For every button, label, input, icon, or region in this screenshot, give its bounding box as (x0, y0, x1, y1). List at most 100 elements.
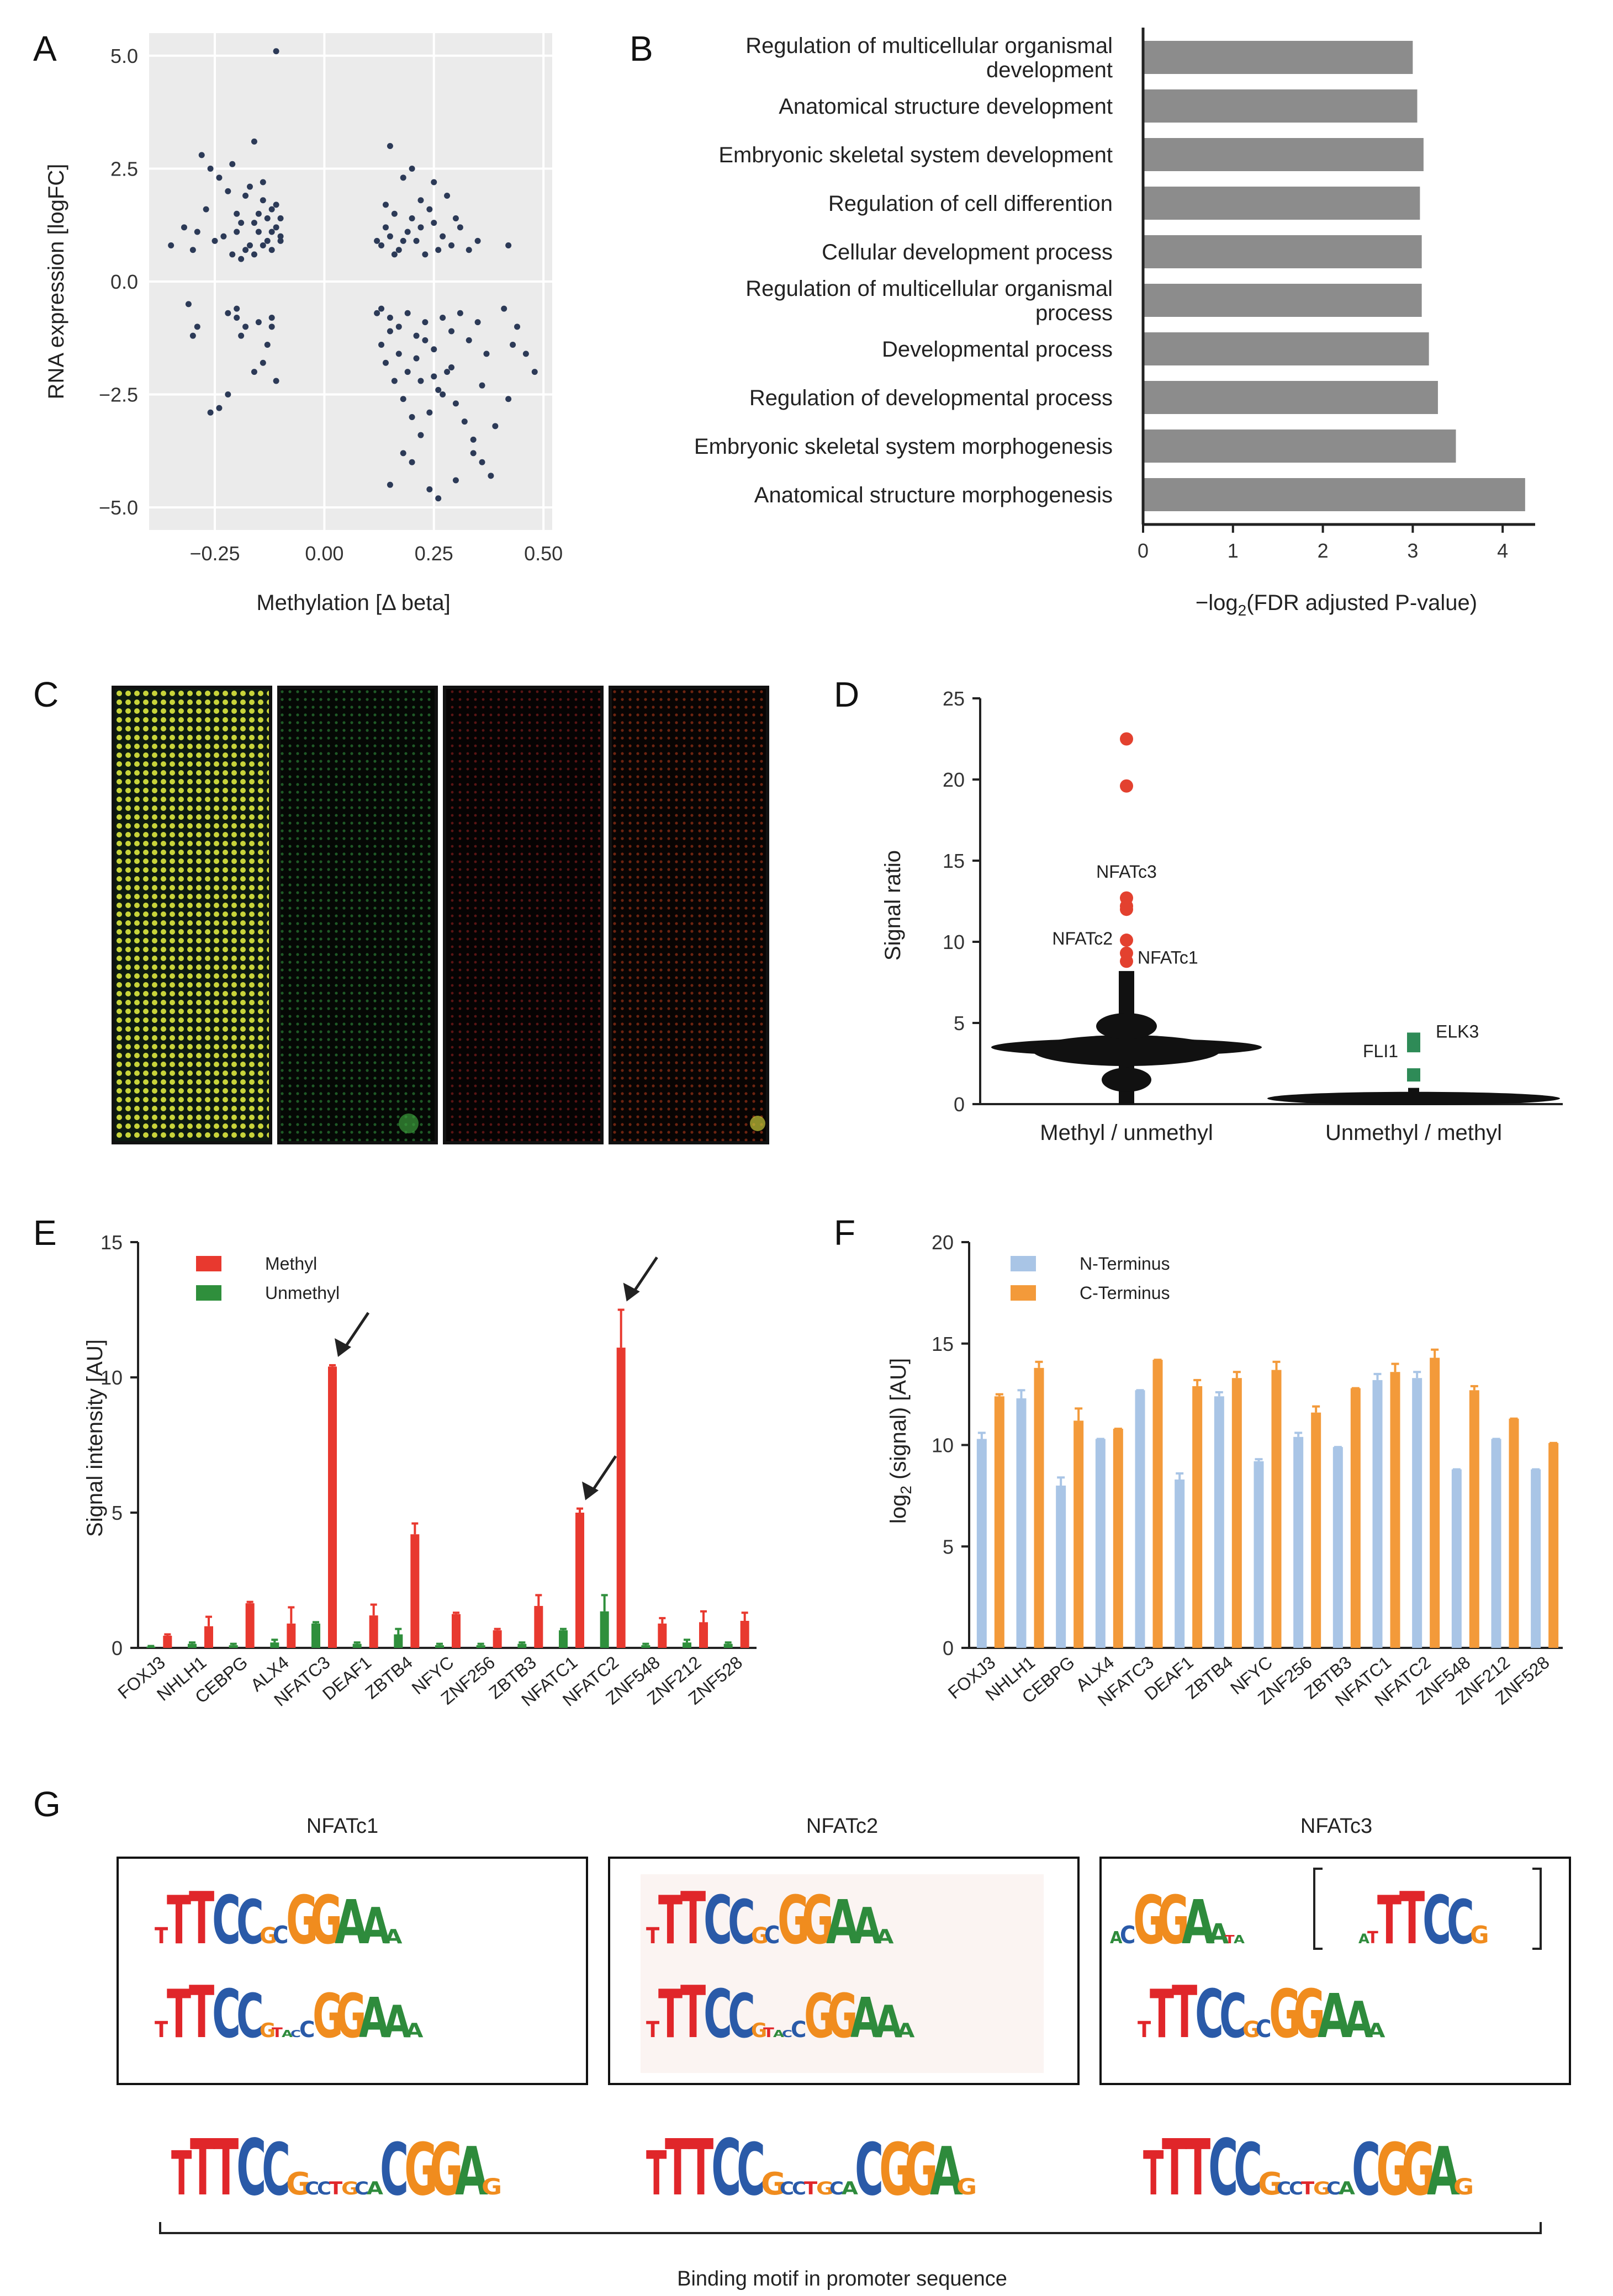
scatter-point (417, 378, 424, 384)
scatter-point (255, 229, 262, 235)
panel-c-microarray-images (112, 686, 769, 1144)
sequence-logo-letter: T (155, 1923, 168, 1949)
panel-e-arrows (335, 1256, 658, 1500)
sequence-logo-letter: G (336, 1981, 367, 2052)
scatter-point (378, 342, 385, 348)
sequence-logo-letter: A (383, 1997, 411, 2048)
sequence-logo-group: TTTCCGCGGAAATTTCCGTACCGGAAATTTCCGCGGAAAT… (155, 1868, 1542, 2213)
bar-n-terminus (1016, 1398, 1027, 1648)
scatter-point (264, 237, 271, 244)
scatter-point (382, 224, 389, 231)
y-tick-label: 15 (943, 850, 965, 872)
outlier-point-red (1120, 779, 1133, 793)
bar (1143, 284, 1422, 317)
sequence-logo-letter: C (1352, 2128, 1381, 2212)
sequence-logo-letter: C (1277, 2178, 1291, 2199)
x-tick-label: 0 (1138, 539, 1149, 562)
scatter-point (488, 473, 494, 479)
panel-a-y-axis-label: RNA expression [logFC] (44, 164, 68, 400)
y-tick-label: 10 (101, 1366, 123, 1389)
scatter-point (409, 165, 415, 172)
pointer-arrow-head (582, 1481, 599, 1500)
scatter-point (238, 256, 245, 262)
sequence-logo-letter: C (1234, 2128, 1262, 2212)
sequence-logo-letter: A (335, 1887, 368, 1958)
legend-label-c-terminus: C-Terminus (1080, 1283, 1170, 1303)
scatter-point (452, 400, 459, 407)
scatter-point (470, 450, 477, 457)
bar-n-terminus (1332, 1447, 1343, 1648)
scatter-point (264, 215, 271, 221)
sequence-logo-letter: T (272, 2025, 283, 2040)
sequence-logo-letter: G (1133, 1882, 1165, 1959)
bar (1143, 478, 1525, 511)
y-tick-label: 5 (943, 1535, 954, 1558)
array-image-overlay-frame (112, 686, 272, 1144)
logo-bracket-right (1532, 1868, 1542, 1950)
bar-unmethyl (394, 1634, 403, 1648)
scatter-point (374, 310, 380, 316)
scatter-point (457, 224, 463, 231)
sequence-logo-letter: G (1269, 1976, 1301, 2053)
scatter-point (378, 305, 385, 312)
panel-d-category-label: Unmethyl / methyl (1325, 1121, 1502, 1145)
sequence-logo-letter: T (680, 1878, 706, 1960)
sequence-logo-letter: A (1339, 2178, 1356, 2199)
outlier-label: ELK3 (1436, 1022, 1479, 1042)
panel-a-ticks: −0.25 0.00 0.25 0.50 −5.0 −2.5 0.0 2.5 5.0 (99, 45, 563, 565)
scatter-point (268, 314, 275, 321)
bar-unmethyl (476, 1645, 485, 1648)
bar-n-terminus (1214, 1396, 1224, 1648)
scatter-point (216, 405, 223, 411)
sequence-logo-letter: A (359, 1987, 389, 2050)
swarm-cloud (1102, 1067, 1151, 1092)
scatter-point (242, 193, 249, 199)
sequence-logo-letter: G (751, 1923, 769, 1949)
bar-n-terminus (1412, 1378, 1422, 1648)
panel-label-c: C (33, 675, 59, 714)
bar (1143, 235, 1422, 268)
scatter-point (229, 251, 236, 258)
x-tick-label: 0.50 (524, 542, 563, 565)
scatter-point (234, 229, 240, 235)
sequence-logo-letter: T (665, 2123, 690, 2213)
sequence-logo-letter: C (1256, 2015, 1271, 2043)
logo-background (641, 1874, 1044, 2073)
panel-label-e: E (33, 1213, 57, 1253)
outlier-point-green (1407, 1068, 1420, 1082)
scatter-point (234, 314, 240, 321)
array-spot-highlight (399, 1113, 419, 1133)
legend-swatch-methyl (196, 1256, 221, 1271)
sequence-logo-letter: C (764, 1921, 780, 1949)
scatter-point (268, 247, 275, 253)
scatter-point (466, 337, 472, 343)
sequence-logo-letter: T (1399, 1878, 1425, 1960)
legend-swatch-unmethyl (196, 1285, 221, 1301)
scatter-point (277, 237, 284, 244)
x-tick-label: 0.25 (415, 542, 453, 565)
bar-n-terminus (1451, 1469, 1462, 1648)
sequence-logo-letter: A (897, 2019, 915, 2042)
bar-c-terminus (1152, 1360, 1163, 1648)
sequence-logo-letter: G (905, 2128, 938, 2212)
sequence-logo-letter: C (355, 2178, 369, 2199)
x-tick-label: ZBTB4 (361, 1652, 416, 1703)
sequence-logo-letter: C (1208, 2123, 1238, 2213)
pointer-arrow-head (623, 1282, 640, 1302)
panel-a-scatter: −0.25 0.00 0.25 0.50 −5.0 −2.5 0.0 2.5 5.0 Methy… (44, 33, 563, 615)
scatter-point (409, 413, 415, 420)
x-tick-label: 4 (1497, 539, 1508, 562)
bar-unmethyl (641, 1645, 651, 1648)
scatter-point (220, 233, 227, 240)
scatter-point (479, 382, 485, 389)
panel-b-ticks: 0 1 2 3 4 (1138, 28, 1535, 562)
sequence-logo-letter: G (751, 2019, 767, 2042)
sequence-logo-letter: T (1225, 1934, 1235, 1947)
bar-n-terminus (1254, 1461, 1264, 1648)
sequence-logo-letter: C (1447, 1887, 1474, 1958)
sequence-logo-letter: T (1367, 1928, 1378, 1948)
sequence-logo-letter: G (761, 2166, 786, 2202)
sequence-logo-letter: A (367, 2178, 384, 2199)
bar-methyl (204, 1626, 213, 1648)
sequence-logo-letter: T (688, 2123, 713, 2213)
